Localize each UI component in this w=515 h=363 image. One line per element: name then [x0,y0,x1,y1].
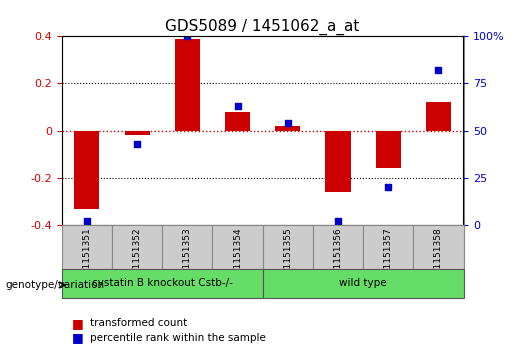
Bar [125,131,150,135]
Point [83,219,91,224]
Text: GSM1151354: GSM1151354 [233,227,242,288]
Bar [275,126,300,131]
Bar [74,131,99,208]
FancyBboxPatch shape [363,225,413,269]
Title: GDS5089 / 1451062_a_at: GDS5089 / 1451062_a_at [165,19,360,35]
Text: GSM1151356: GSM1151356 [334,227,342,288]
Text: GSM1151351: GSM1151351 [82,227,91,288]
Text: GSM1151355: GSM1151355 [283,227,292,288]
Text: GSM1151358: GSM1151358 [434,227,443,288]
Point [233,103,242,109]
FancyBboxPatch shape [62,225,112,269]
Point [183,33,192,39]
Bar [175,38,200,131]
Text: percentile rank within the sample: percentile rank within the sample [90,333,266,343]
Text: wild type: wild type [339,278,387,288]
Text: GSM1151352: GSM1151352 [133,227,142,288]
Bar [426,102,451,131]
FancyBboxPatch shape [62,269,263,298]
Point [434,68,442,73]
FancyBboxPatch shape [313,225,363,269]
Text: ■: ■ [72,331,84,344]
Bar [325,131,351,192]
Text: cystatin B knockout Cstb-/-: cystatin B knockout Cstb-/- [92,278,233,288]
Text: ■: ■ [72,317,84,330]
Point [384,184,392,190]
Point [284,120,292,126]
Point [334,219,342,224]
Text: genotype/variation: genotype/variation [5,280,104,290]
Bar [375,131,401,168]
FancyBboxPatch shape [162,225,212,269]
FancyBboxPatch shape [413,225,464,269]
Text: GSM1151353: GSM1151353 [183,227,192,288]
Point [133,141,141,147]
Bar [225,112,250,131]
FancyBboxPatch shape [212,225,263,269]
FancyBboxPatch shape [263,269,464,298]
FancyBboxPatch shape [112,225,162,269]
FancyBboxPatch shape [263,225,313,269]
Text: transformed count: transformed count [90,318,187,328]
Text: GSM1151357: GSM1151357 [384,227,392,288]
